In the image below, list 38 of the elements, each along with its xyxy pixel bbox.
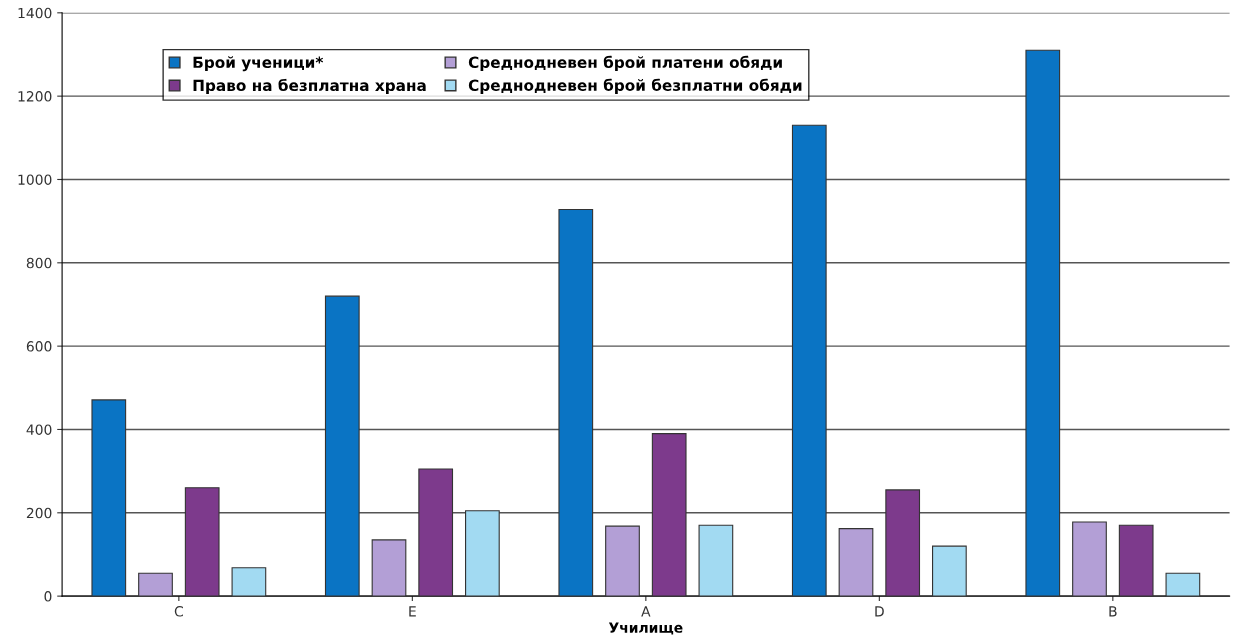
bar bbox=[91, 399, 127, 597]
y-tick-label: 1200 bbox=[18, 91, 52, 102]
y-tick-label: 1400 bbox=[18, 7, 52, 19]
y-tick-label: 600 bbox=[26, 341, 52, 352]
bar bbox=[932, 545, 967, 597]
bar bbox=[1165, 572, 1201, 597]
x-tick-label: B bbox=[1109, 606, 1117, 617]
bar bbox=[1025, 49, 1061, 597]
bar bbox=[558, 208, 594, 597]
y-tick-label: 1000 bbox=[18, 174, 52, 185]
legend-label: Брой ученици* bbox=[193, 56, 324, 72]
y-tick-label: 0 bbox=[44, 591, 52, 602]
y-tick-label: 200 bbox=[26, 507, 52, 519]
bar bbox=[791, 124, 827, 597]
x-tick-label: C bbox=[174, 606, 183, 617]
y-tick-label: 800 bbox=[26, 257, 52, 269]
bar bbox=[1118, 524, 1154, 597]
y-tick-label: 400 bbox=[26, 424, 52, 435]
bar bbox=[231, 567, 267, 597]
bar bbox=[465, 510, 500, 597]
x-tick-label: A bbox=[641, 606, 651, 617]
legend-label: Среднодневен брой безплатни обяди bbox=[468, 78, 802, 94]
x-tick-label: E bbox=[409, 606, 416, 617]
bar bbox=[698, 524, 734, 597]
bar bbox=[651, 433, 687, 597]
legend-label: Право на безплатна храна bbox=[193, 78, 426, 95]
bar bbox=[184, 487, 220, 597]
bar bbox=[838, 528, 874, 597]
legend-label: Среднодневен брой платени обяди bbox=[468, 55, 782, 72]
bar bbox=[138, 572, 173, 597]
bar bbox=[418, 468, 454, 597]
bar bbox=[1072, 521, 1107, 597]
x-tick-label: D bbox=[875, 606, 884, 617]
bar bbox=[324, 295, 360, 597]
bar bbox=[605, 525, 640, 597]
x-axis-title: Училище bbox=[608, 622, 683, 635]
bar bbox=[885, 489, 921, 597]
bar bbox=[371, 539, 407, 597]
